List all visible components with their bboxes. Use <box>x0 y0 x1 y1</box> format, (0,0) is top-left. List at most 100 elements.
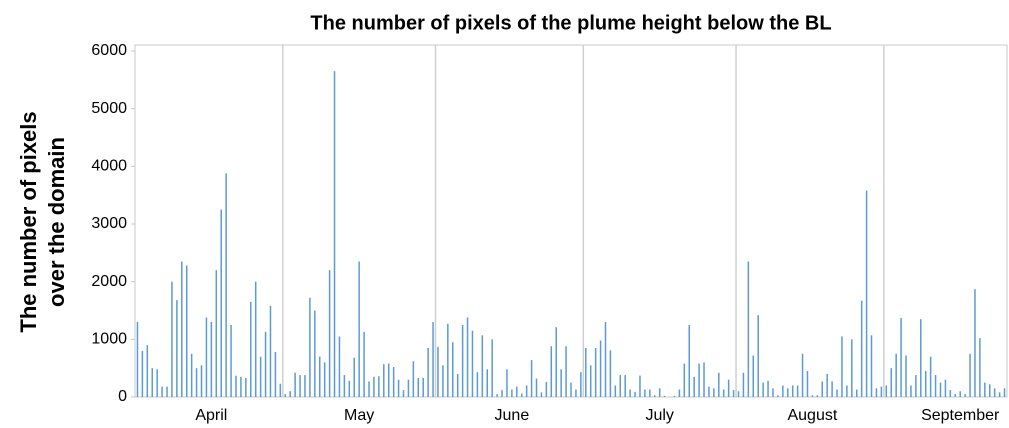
bar <box>279 383 282 397</box>
bar <box>161 386 163 397</box>
bar <box>924 371 927 397</box>
bar <box>604 322 607 397</box>
bar <box>185 265 188 397</box>
bar <box>589 365 592 397</box>
bar <box>811 395 814 397</box>
bar <box>387 363 390 397</box>
bar <box>496 394 498 397</box>
bar <box>520 393 523 397</box>
y-tick-label: 0 <box>118 388 127 405</box>
bar <box>264 331 267 397</box>
x-tick-label: July <box>645 407 673 424</box>
bar <box>959 391 961 397</box>
bar <box>363 331 365 397</box>
bar <box>383 364 385 397</box>
bar <box>989 384 991 397</box>
bar <box>304 375 306 397</box>
x-tick-label: April <box>195 407 227 424</box>
bar <box>609 350 612 397</box>
bar <box>333 71 336 397</box>
x-tick-label: September <box>921 407 1000 424</box>
bar <box>136 322 139 397</box>
bar <box>432 322 434 397</box>
bar <box>580 372 582 397</box>
bar <box>481 335 484 397</box>
bar <box>855 389 858 397</box>
y-tick-label: 4000 <box>91 158 127 175</box>
bar <box>599 340 602 397</box>
bar <box>442 365 444 397</box>
bar <box>486 369 488 397</box>
bar <box>422 377 424 397</box>
bar <box>826 373 828 397</box>
bar <box>555 327 557 397</box>
bar <box>752 355 755 397</box>
bar <box>540 392 543 397</box>
bar <box>998 392 1001 397</box>
bar <box>358 261 360 397</box>
bar <box>466 317 469 397</box>
bar <box>614 385 617 397</box>
bar <box>338 336 341 397</box>
bar <box>644 389 646 397</box>
x-tick-label: August <box>787 407 837 424</box>
bar <box>166 386 168 397</box>
bar <box>353 357 355 397</box>
bar <box>427 347 429 397</box>
y-tick-label: 1000 <box>91 331 127 348</box>
bar <box>141 350 144 397</box>
bar <box>550 346 553 397</box>
y-axis-label: over the domain <box>44 137 69 307</box>
bar <box>890 368 892 397</box>
bar <box>309 297 311 397</box>
bar <box>456 373 459 397</box>
bar <box>240 376 242 397</box>
bar <box>412 361 415 397</box>
bar <box>476 372 479 397</box>
bar <box>993 388 996 397</box>
bar <box>274 352 277 397</box>
bar <box>146 345 149 397</box>
chart-title: The number of pixels of the plume height… <box>310 12 831 34</box>
bar <box>900 317 902 397</box>
bar <box>673 395 676 397</box>
bar <box>860 300 863 397</box>
bar <box>545 382 548 397</box>
bar <box>895 353 897 397</box>
bar <box>836 389 838 397</box>
x-tick-label: June <box>495 407 530 424</box>
bar <box>821 381 824 397</box>
bar <box>594 347 597 397</box>
bar <box>516 386 518 397</box>
bar <box>205 317 208 397</box>
bar <box>718 372 720 397</box>
bar <box>865 190 868 397</box>
bar <box>964 394 966 397</box>
bar <box>156 369 158 397</box>
bar <box>323 362 326 397</box>
bar <box>910 385 912 397</box>
bar <box>525 385 528 397</box>
bar <box>870 335 873 397</box>
bar <box>235 375 237 397</box>
bar <box>348 380 351 397</box>
bar <box>782 385 784 397</box>
bar <box>708 386 710 397</box>
bar <box>757 315 759 397</box>
bar <box>402 390 405 397</box>
bar <box>225 173 227 397</box>
bar <box>806 371 809 397</box>
bar <box>703 362 705 397</box>
bar <box>437 346 439 397</box>
bar <box>417 377 420 397</box>
bar <box>880 386 883 397</box>
bar <box>974 289 976 397</box>
bar <box>934 375 937 397</box>
bar <box>846 385 848 397</box>
bar <box>732 390 735 397</box>
bar <box>929 356 932 397</box>
bar <box>885 385 888 397</box>
bar <box>294 372 296 397</box>
